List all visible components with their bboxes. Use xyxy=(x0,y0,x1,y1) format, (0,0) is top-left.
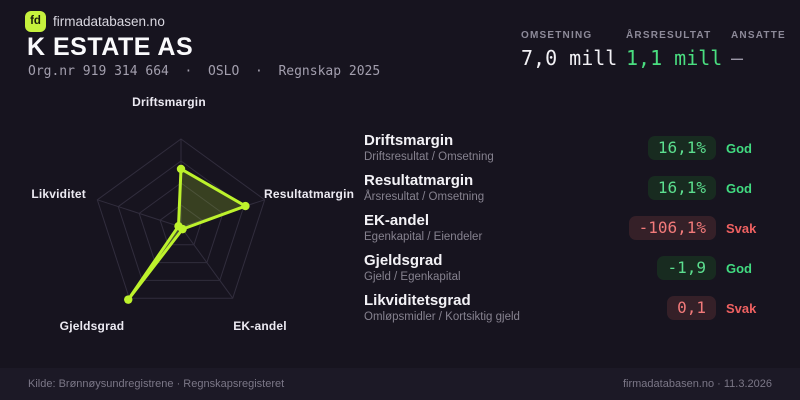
footer: Kilde: Brønnøysundregistrene · Regnskaps… xyxy=(0,368,800,400)
status-badge: Svak xyxy=(726,220,757,236)
metric-name: Resultatmargin xyxy=(364,171,474,189)
metric-name: Likviditetsgrad xyxy=(364,291,471,309)
metric-formula: Omløpsmidler / Kortsiktig gjeld xyxy=(364,311,520,324)
stat-value: – xyxy=(731,46,744,70)
metric-row-ek-andel: EK-andel Egenkapital / Eiendeler -106,1%… xyxy=(364,208,762,248)
stat-ansatte: ANSATTE – xyxy=(731,30,786,70)
metric-value-badge: 0,1 xyxy=(667,296,716,320)
status-badge: God xyxy=(726,140,752,156)
stat-label: ANSATTE xyxy=(731,30,786,41)
axis-label-ek-andel: EK-andel xyxy=(233,319,287,333)
metric-row-resultatmargin: Resultatmargin Årsresultat / Omsetning 1… xyxy=(364,168,762,208)
status-badge: Svak xyxy=(726,300,757,316)
metric-value-badge: 16,1% xyxy=(647,136,716,160)
metric-row-likviditetsgrad: Likviditetsgrad Omløpsmidler / Kortsikti… xyxy=(364,288,762,328)
stat-label: OMSETNING xyxy=(521,30,593,41)
axis-label-gjeldsgrad: Gjeldsgrad xyxy=(59,319,125,333)
axis-label-resultatmargin: Resultatmargin xyxy=(264,187,355,201)
metric-formula: Årsresultat / Omsetning xyxy=(364,191,485,204)
metric-row-driftsmargin: Driftsmargin Driftsresultat / Omsetning … xyxy=(364,128,762,168)
status-badge: God xyxy=(726,260,752,276)
metric-value-badge: 16,1% xyxy=(647,176,716,200)
metric-name: Gjeldsgrad xyxy=(364,251,443,269)
metric-formula: Egenkapital / Eiendeler xyxy=(364,231,483,244)
key-figures-panel: Driftsmargin Driftsresultat / Omsetning … xyxy=(364,128,762,328)
metric-value-badge: -106,1% xyxy=(628,216,716,240)
metric-name: Driftsmargin xyxy=(364,131,454,149)
stat-value: 1,1 mill xyxy=(626,46,723,70)
axis-label-likviditet: Likviditet xyxy=(31,187,86,201)
stat-value: 7,0 mill xyxy=(521,46,618,70)
page-title: K ESTATE AS xyxy=(27,33,194,61)
footer-source: Kilde: Brønnøysundregistrene · Regnskaps… xyxy=(28,378,285,390)
brand-logo-icon: fd xyxy=(25,11,46,32)
metric-value-badge: -1,9 xyxy=(657,256,716,280)
metric-row-gjeldsgrad: Gjeldsgrad Gjeld / Egenkapital -1,9 God xyxy=(364,248,762,288)
metric-name: EK-andel xyxy=(364,211,430,229)
footer-site-date: firmadatabasen.no · 11.3.2026 xyxy=(622,378,772,390)
status-badge: God xyxy=(726,180,752,196)
metric-formula: Gjeld / Egenkapital xyxy=(364,271,461,284)
company-meta: Org.nr 919 314 664 · OSLO · Regnskap 202… xyxy=(28,64,381,79)
radar-chart xyxy=(96,138,266,304)
metric-formula: Driftsresultat / Omsetning xyxy=(364,151,494,164)
stat-omsetning: OMSETNING 7,0 mill xyxy=(521,30,617,70)
axis-label-driftsmargin: Driftsmargin xyxy=(132,95,206,109)
stat-label: ÅRSRESULTAT xyxy=(626,30,712,41)
stat-arsresultat: ÅRSRESULTAT 1,1 mill xyxy=(626,30,722,70)
brand-site-name: firmadatabasen.no xyxy=(53,14,165,29)
